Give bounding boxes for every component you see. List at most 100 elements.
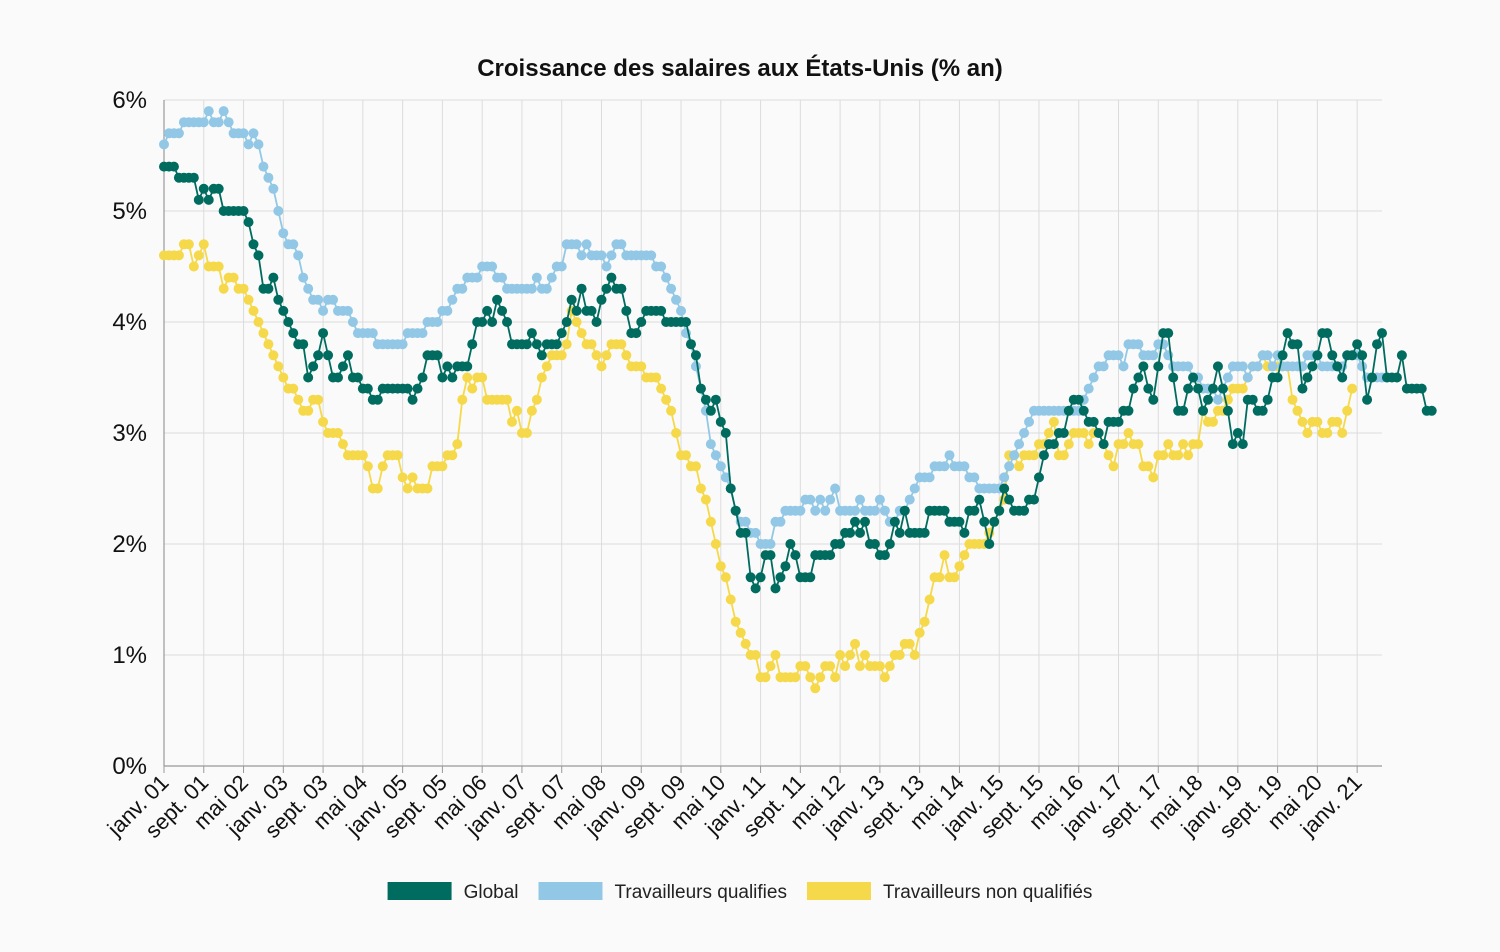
data-point [556,350,567,361]
data-point [203,194,214,205]
data-point [278,228,289,239]
data-point [258,161,269,172]
data-point [1292,405,1303,416]
data-point [472,272,483,283]
data-point [258,328,269,339]
data-point [715,561,726,572]
data-point [939,505,950,516]
data-point [372,394,383,405]
data-point [497,272,508,283]
data-point [273,206,284,216]
data-point [1426,405,1437,416]
data-point [855,494,865,505]
data-point [790,550,801,561]
data-point [1029,450,1039,461]
data-point [1222,372,1233,383]
data-point [616,339,627,350]
data-point [1058,428,1069,438]
data-point [656,261,667,272]
data-point [646,250,657,261]
data-point [1292,339,1303,350]
data-point [785,539,796,549]
data-point [1118,361,1129,372]
data-point [1048,416,1059,427]
data-point [442,305,453,316]
y-tick-label: 3% [112,420,147,447]
data-point [531,272,542,283]
data-point [690,350,701,361]
data-point [1009,450,1020,461]
data-point [203,106,214,117]
data-point [859,650,870,660]
data-point [859,516,870,527]
data-point [1272,372,1283,383]
data-point [342,350,353,361]
data-point [1372,339,1383,350]
data-point [909,483,920,494]
data-point [919,527,930,538]
data-point [248,239,259,250]
data-point [919,616,930,627]
data-point [750,650,761,660]
data-point [1262,350,1273,361]
data-point [820,505,831,516]
data-point [775,516,786,527]
data-point [288,239,299,250]
data-point [949,572,960,583]
data-point [402,383,413,394]
data-point [760,672,771,683]
data-point [1138,361,1149,372]
data-point [850,516,861,527]
data-point [248,305,259,316]
data-point [1337,428,1348,438]
data-point [546,272,557,283]
data-point [1043,428,1054,438]
data-point [939,550,950,561]
data-point [482,305,493,316]
data-point [735,627,746,638]
data-point [631,328,642,339]
data-point [502,317,513,327]
legend-item: Travailleurs non qualifiés [806,882,1092,903]
legend-item: Travailleurs qualifies [538,882,787,903]
data-point [835,650,846,660]
data-point [352,372,363,383]
data-point [576,328,587,339]
data-point [193,194,204,205]
data-point [1307,361,1318,372]
data-point [1247,394,1258,405]
data-point [1024,416,1035,427]
data-point [1093,428,1104,438]
data-point [1198,405,1209,416]
legend-label: Travailleurs qualifies [614,882,786,903]
data-point [656,305,667,316]
series-0 [159,161,1437,594]
data-point [173,250,184,261]
data-point [1242,372,1253,383]
series-1 [159,106,1392,549]
data-point [969,472,980,483]
data-point [238,206,249,216]
data-point [830,483,841,494]
data-point [521,428,532,438]
data-point [695,383,706,394]
data-point [999,472,1010,483]
data-point [954,561,965,572]
data-point [541,361,552,372]
data-point [1352,339,1363,350]
data-point [1038,450,1049,461]
data-point [1322,328,1333,339]
data-point [303,283,314,294]
data-point [213,183,224,194]
data-point [556,328,567,339]
data-point [671,428,682,438]
data-point [1267,361,1278,372]
data-point [924,594,935,605]
data-point [1183,383,1194,394]
data-point [825,494,836,505]
data-point [715,416,726,427]
data-point [710,539,721,549]
data-point [740,527,751,538]
data-point [1019,428,1030,438]
data-point [636,361,647,372]
